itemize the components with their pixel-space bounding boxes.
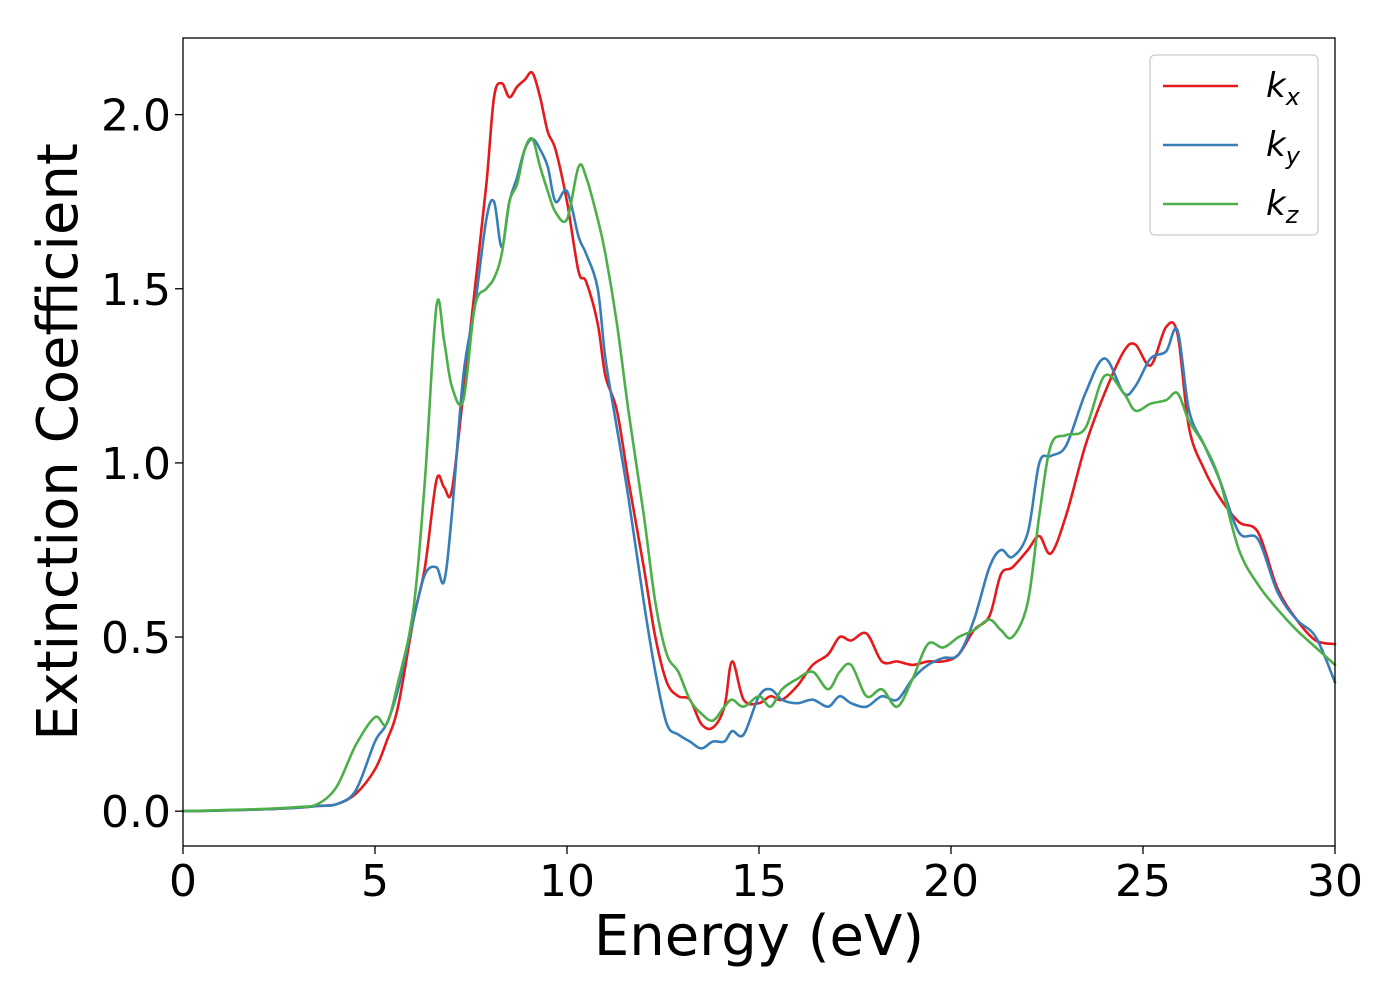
series-line-kx <box>181 70 1337 813</box>
legend-label-kx: kx <box>1266 66 1301 111</box>
series-line-kz <box>181 137 1337 813</box>
x-tick-label: 20 <box>923 856 979 907</box>
legend-label-kz: kz <box>1266 184 1300 229</box>
x-tick-label: 30 <box>1307 856 1363 907</box>
plot-area <box>183 38 1335 846</box>
x-axis-title: Energy (eV) <box>594 904 924 969</box>
y-axis-title: Extinction Coefficient <box>26 143 91 741</box>
y-tick-label: 1.0 <box>101 439 171 490</box>
series-layer <box>181 70 1337 813</box>
y-tick-label: 2.0 <box>101 91 171 142</box>
x-axis-ticks: 0 5 10 15 20 25 30 <box>169 846 1363 907</box>
x-tick-label: 15 <box>731 856 787 907</box>
y-axis-ticks: 0.0 0.5 1.0 1.5 2.0 <box>101 91 183 838</box>
legend: kx ky kz <box>1149 54 1319 236</box>
y-tick-label: 0.0 <box>101 787 171 838</box>
x-tick-label: 5 <box>361 856 389 907</box>
x-tick-label: 10 <box>539 856 595 907</box>
x-tick-label: 25 <box>1115 856 1171 907</box>
series-line-ky <box>181 137 1337 813</box>
legend-label-ky: ky <box>1266 125 1301 170</box>
y-tick-label: 0.5 <box>101 613 171 664</box>
x-tick-label: 0 <box>169 856 197 907</box>
y-tick-label: 1.5 <box>101 265 171 316</box>
